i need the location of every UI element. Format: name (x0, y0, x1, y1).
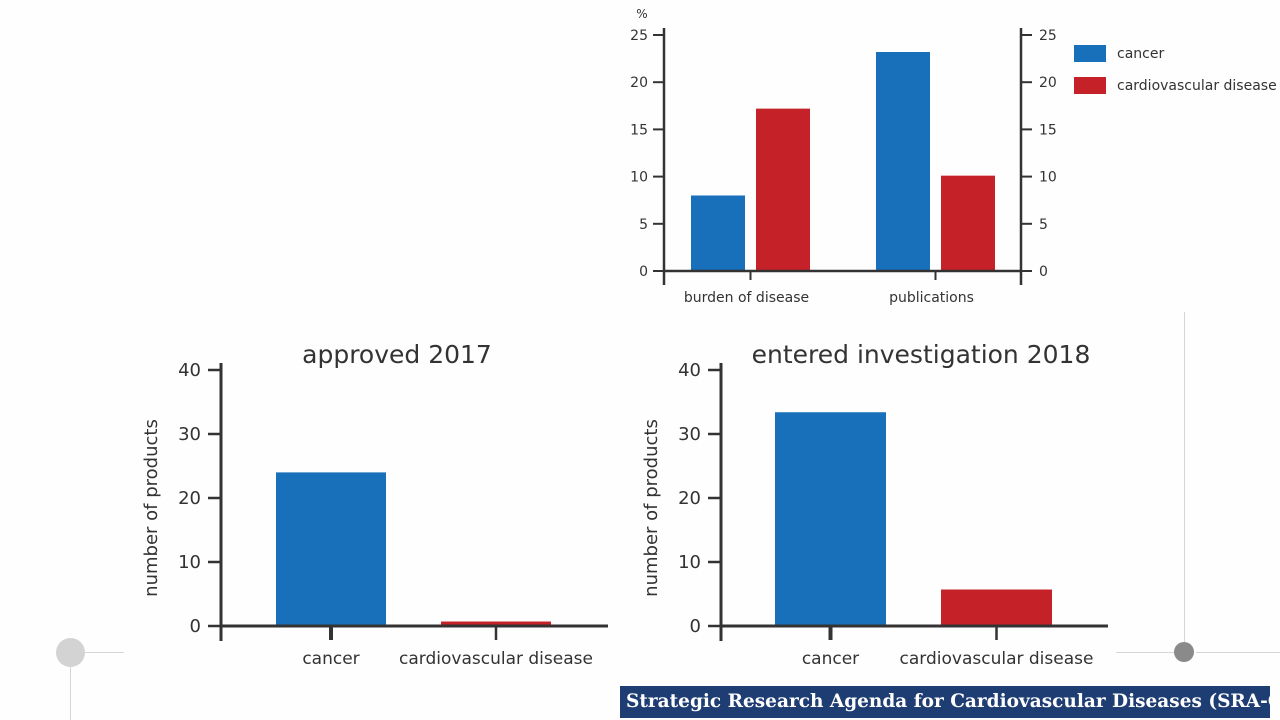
chart3-x-axis: cancer cardiovascular disease (721, 624, 1108, 669)
chart2-bars (276, 472, 551, 626)
chart1-right-tick-label: 10 (1039, 170, 1057, 186)
chart3-y-tick-label: 20 (678, 488, 701, 509)
chart2-y-tick-label: 10 (178, 552, 201, 573)
chart-burden-publications: % 0 5 10 15 20 25 0 5 10 15 20 25 burden of diseas… (630, 7, 1277, 306)
chart2-y-tick-label: 20 (178, 488, 201, 509)
chart1-right-y-axis: 0 5 10 15 20 25 (1019, 28, 1057, 285)
legend-label-cancer: cancer (1117, 46, 1164, 62)
chart3-category-label-cardiovascular-disease: cardiovascular disease (900, 649, 1094, 669)
legend-label-cardiovascular-disease: cardiovascular disease (1117, 78, 1277, 94)
chart1-left-tick-label: 5 (639, 217, 648, 233)
chart3-y-tick-label: 30 (678, 424, 701, 445)
chart2-bar-cardiovascular-disease (441, 621, 551, 626)
chart3-bar-cancer (775, 412, 886, 626)
chart1-right-tick-label: 15 (1039, 122, 1057, 138)
chart1-category-label-publications: publications (889, 290, 974, 306)
chart3-y-axis-label: number of products (641, 419, 662, 597)
chart1-bar-publications-cancer (876, 51, 930, 271)
decorative-line-right-outer (1196, 652, 1280, 653)
chart1-category-label-burden-of-disease: burden of disease (684, 290, 809, 306)
footer-banner: Strategic Research Agenda for Cardiovasc… (620, 686, 1270, 718)
chart-entered-investigation-2018: entered investigation 2018 number of pro… (641, 340, 1108, 669)
chart3-bar-cardiovascular-disease (941, 589, 1052, 626)
chart2-y-axis-label: number of products (141, 419, 162, 597)
chart1-bars (691, 51, 995, 271)
chart1-left-y-axis: 0 5 10 15 20 25 (630, 28, 666, 285)
chart3-title: entered investigation 2018 (752, 340, 1091, 369)
decorative-circle-left (56, 638, 85, 667)
chart3-y-tick-label: 10 (678, 552, 701, 573)
chart2-category-label-cardiovascular-disease: cardiovascular disease (399, 649, 593, 669)
chart1-legend: cancer cardiovascular disease (1074, 45, 1277, 94)
chart1-right-tick-label: 25 (1039, 28, 1057, 44)
chart1-bar-burden-of-disease-cancer (691, 195, 745, 271)
chart3-category-label-cancer: cancer (802, 649, 859, 669)
chart2-y-tick-label: 0 (190, 616, 201, 637)
chart1-left-tick-label: 25 (630, 28, 648, 44)
chart-approved-2017: approved 2017 number of products 0 10 20 30… (141, 340, 608, 669)
decorative-line-left (84, 652, 124, 653)
chart2-y-tick-label: 40 (178, 360, 201, 381)
chart1-left-tick-label: 15 (630, 122, 648, 138)
chart1-x-axis: burden of disease publications (664, 269, 1021, 306)
chart1-bar-publications-cardiovascular-disease (941, 175, 995, 271)
chart1-right-tick-label: 20 (1039, 75, 1057, 91)
chart3-y-axis: 0 10 20 30 40 (678, 360, 723, 641)
chart1-left-tick-label: 10 (630, 170, 648, 186)
chart1-y-unit-label: % (636, 7, 647, 21)
chart1-right-tick-label: 0 (1039, 264, 1048, 280)
chart1-right-tick-label: 5 (1039, 217, 1048, 233)
chart2-category-label-cancer: cancer (302, 649, 359, 669)
chart2-x-axis: cancer cardiovascular disease (221, 624, 608, 669)
chart3-bars (775, 412, 1052, 626)
legend-swatch-cancer (1074, 45, 1106, 62)
chart2-y-tick-label: 30 (178, 424, 201, 445)
decorative-line-right (1116, 652, 1174, 653)
chart1-bar-burden-of-disease-cardiovascular-disease (756, 108, 810, 271)
chart2-bar-cancer (276, 472, 386, 626)
chart3-y-tick-label: 0 (690, 616, 701, 637)
chart2-title: approved 2017 (302, 340, 492, 369)
chart2-y-axis: 0 10 20 30 40 (178, 360, 223, 641)
chart1-left-tick-label: 20 (630, 75, 648, 91)
decorative-line-right-vertical (1184, 312, 1185, 642)
chart3-y-tick-label: 40 (678, 360, 701, 381)
decorative-line-left-vertical (70, 666, 71, 720)
legend-swatch-cardiovascular-disease (1074, 77, 1106, 94)
decorative-circle-right (1174, 642, 1194, 662)
chart1-left-tick-label: 0 (639, 264, 648, 280)
